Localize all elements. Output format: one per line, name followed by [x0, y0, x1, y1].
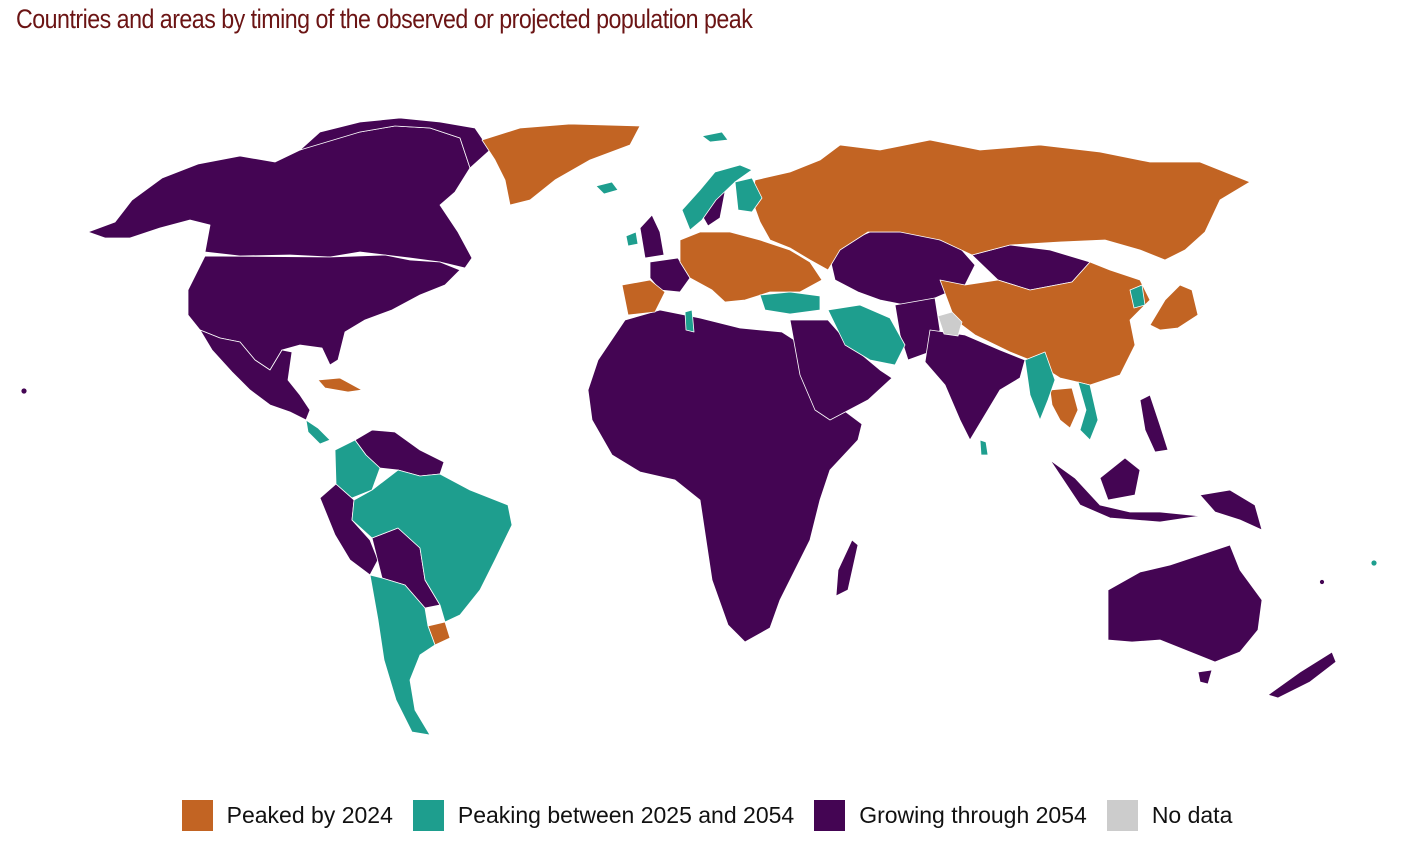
region-spain — [621, 279, 666, 316]
region-tasmania — [1197, 669, 1213, 685]
region-hawaii — [20, 387, 28, 395]
region-myanmar — [1024, 351, 1056, 421]
region-borneo — [1099, 457, 1141, 501]
legend-swatch-peaking — [412, 800, 444, 831]
region-japan — [1149, 284, 1199, 331]
region-africa — [587, 309, 863, 643]
region-turkey — [759, 291, 821, 315]
region-greenland — [481, 123, 641, 206]
region-france — [649, 257, 691, 293]
region-pacific-island — [1319, 579, 1325, 585]
region-new-zealand — [1267, 651, 1337, 699]
legend-swatch-growing — [814, 800, 846, 831]
region-uk — [639, 214, 665, 259]
region-central-america-panama — [305, 419, 331, 445]
region-thailand — [1049, 387, 1079, 429]
region-pacific-island-east — [1370, 559, 1378, 567]
region-iceland — [595, 181, 619, 195]
region-madagascar — [835, 539, 859, 597]
region-indonesia — [1049, 459, 1201, 523]
page-title: Countries and areas by timing of the obs… — [16, 4, 753, 34]
region-india — [924, 329, 1026, 441]
region-kashmir — [937, 311, 963, 337]
region-norway — [681, 164, 753, 231]
region-cuba — [317, 377, 363, 393]
region-finland — [734, 177, 763, 213]
region-argentina-chile — [369, 574, 436, 736]
legend-item-nodata: No data — [1106, 800, 1233, 831]
region-philippines — [1139, 394, 1169, 453]
legend-label-nodata: No data — [1151, 802, 1233, 828]
region-iran — [827, 304, 906, 366]
legend-label-peaking: Peaking between 2025 and 2054 — [457, 802, 795, 828]
world-map — [20, 117, 1378, 736]
legend-item-growing: Growing through 2054 — [814, 800, 1087, 831]
legend-swatch-peaked — [181, 800, 213, 831]
region-china — [939, 261, 1151, 386]
region-ireland — [625, 231, 639, 247]
region-sri-lanka — [979, 439, 989, 456]
legend-label-growing: Growing through 2054 — [859, 802, 1087, 828]
legend-item-peaked: Peaked by 2024 — [181, 800, 393, 831]
region-australia — [1107, 544, 1263, 663]
peaked-regions — [317, 123, 1251, 646]
region-png — [1199, 489, 1263, 531]
region-canada-alaska — [87, 125, 473, 269]
region-mexico — [199, 329, 311, 421]
region-russia — [751, 139, 1251, 271]
region-north-korea — [1129, 284, 1146, 309]
region-brazil — [351, 469, 513, 623]
legend: Peaked by 2024 Peaking between 2025 and … — [0, 800, 1414, 831]
legend-swatch-nodata — [1106, 800, 1138, 831]
region-tunisia — [684, 309, 695, 333]
nodata-regions — [937, 311, 963, 337]
region-svalbard — [701, 131, 729, 143]
legend-label-peaked: Peaked by 2024 — [226, 802, 393, 828]
peaking-regions — [305, 131, 1378, 736]
region-europe — [679, 231, 823, 303]
region-vietnam — [1077, 381, 1099, 441]
legend-item-peaking: Peaking between 2025 and 2054 — [412, 800, 795, 831]
region-colombia — [334, 439, 381, 499]
